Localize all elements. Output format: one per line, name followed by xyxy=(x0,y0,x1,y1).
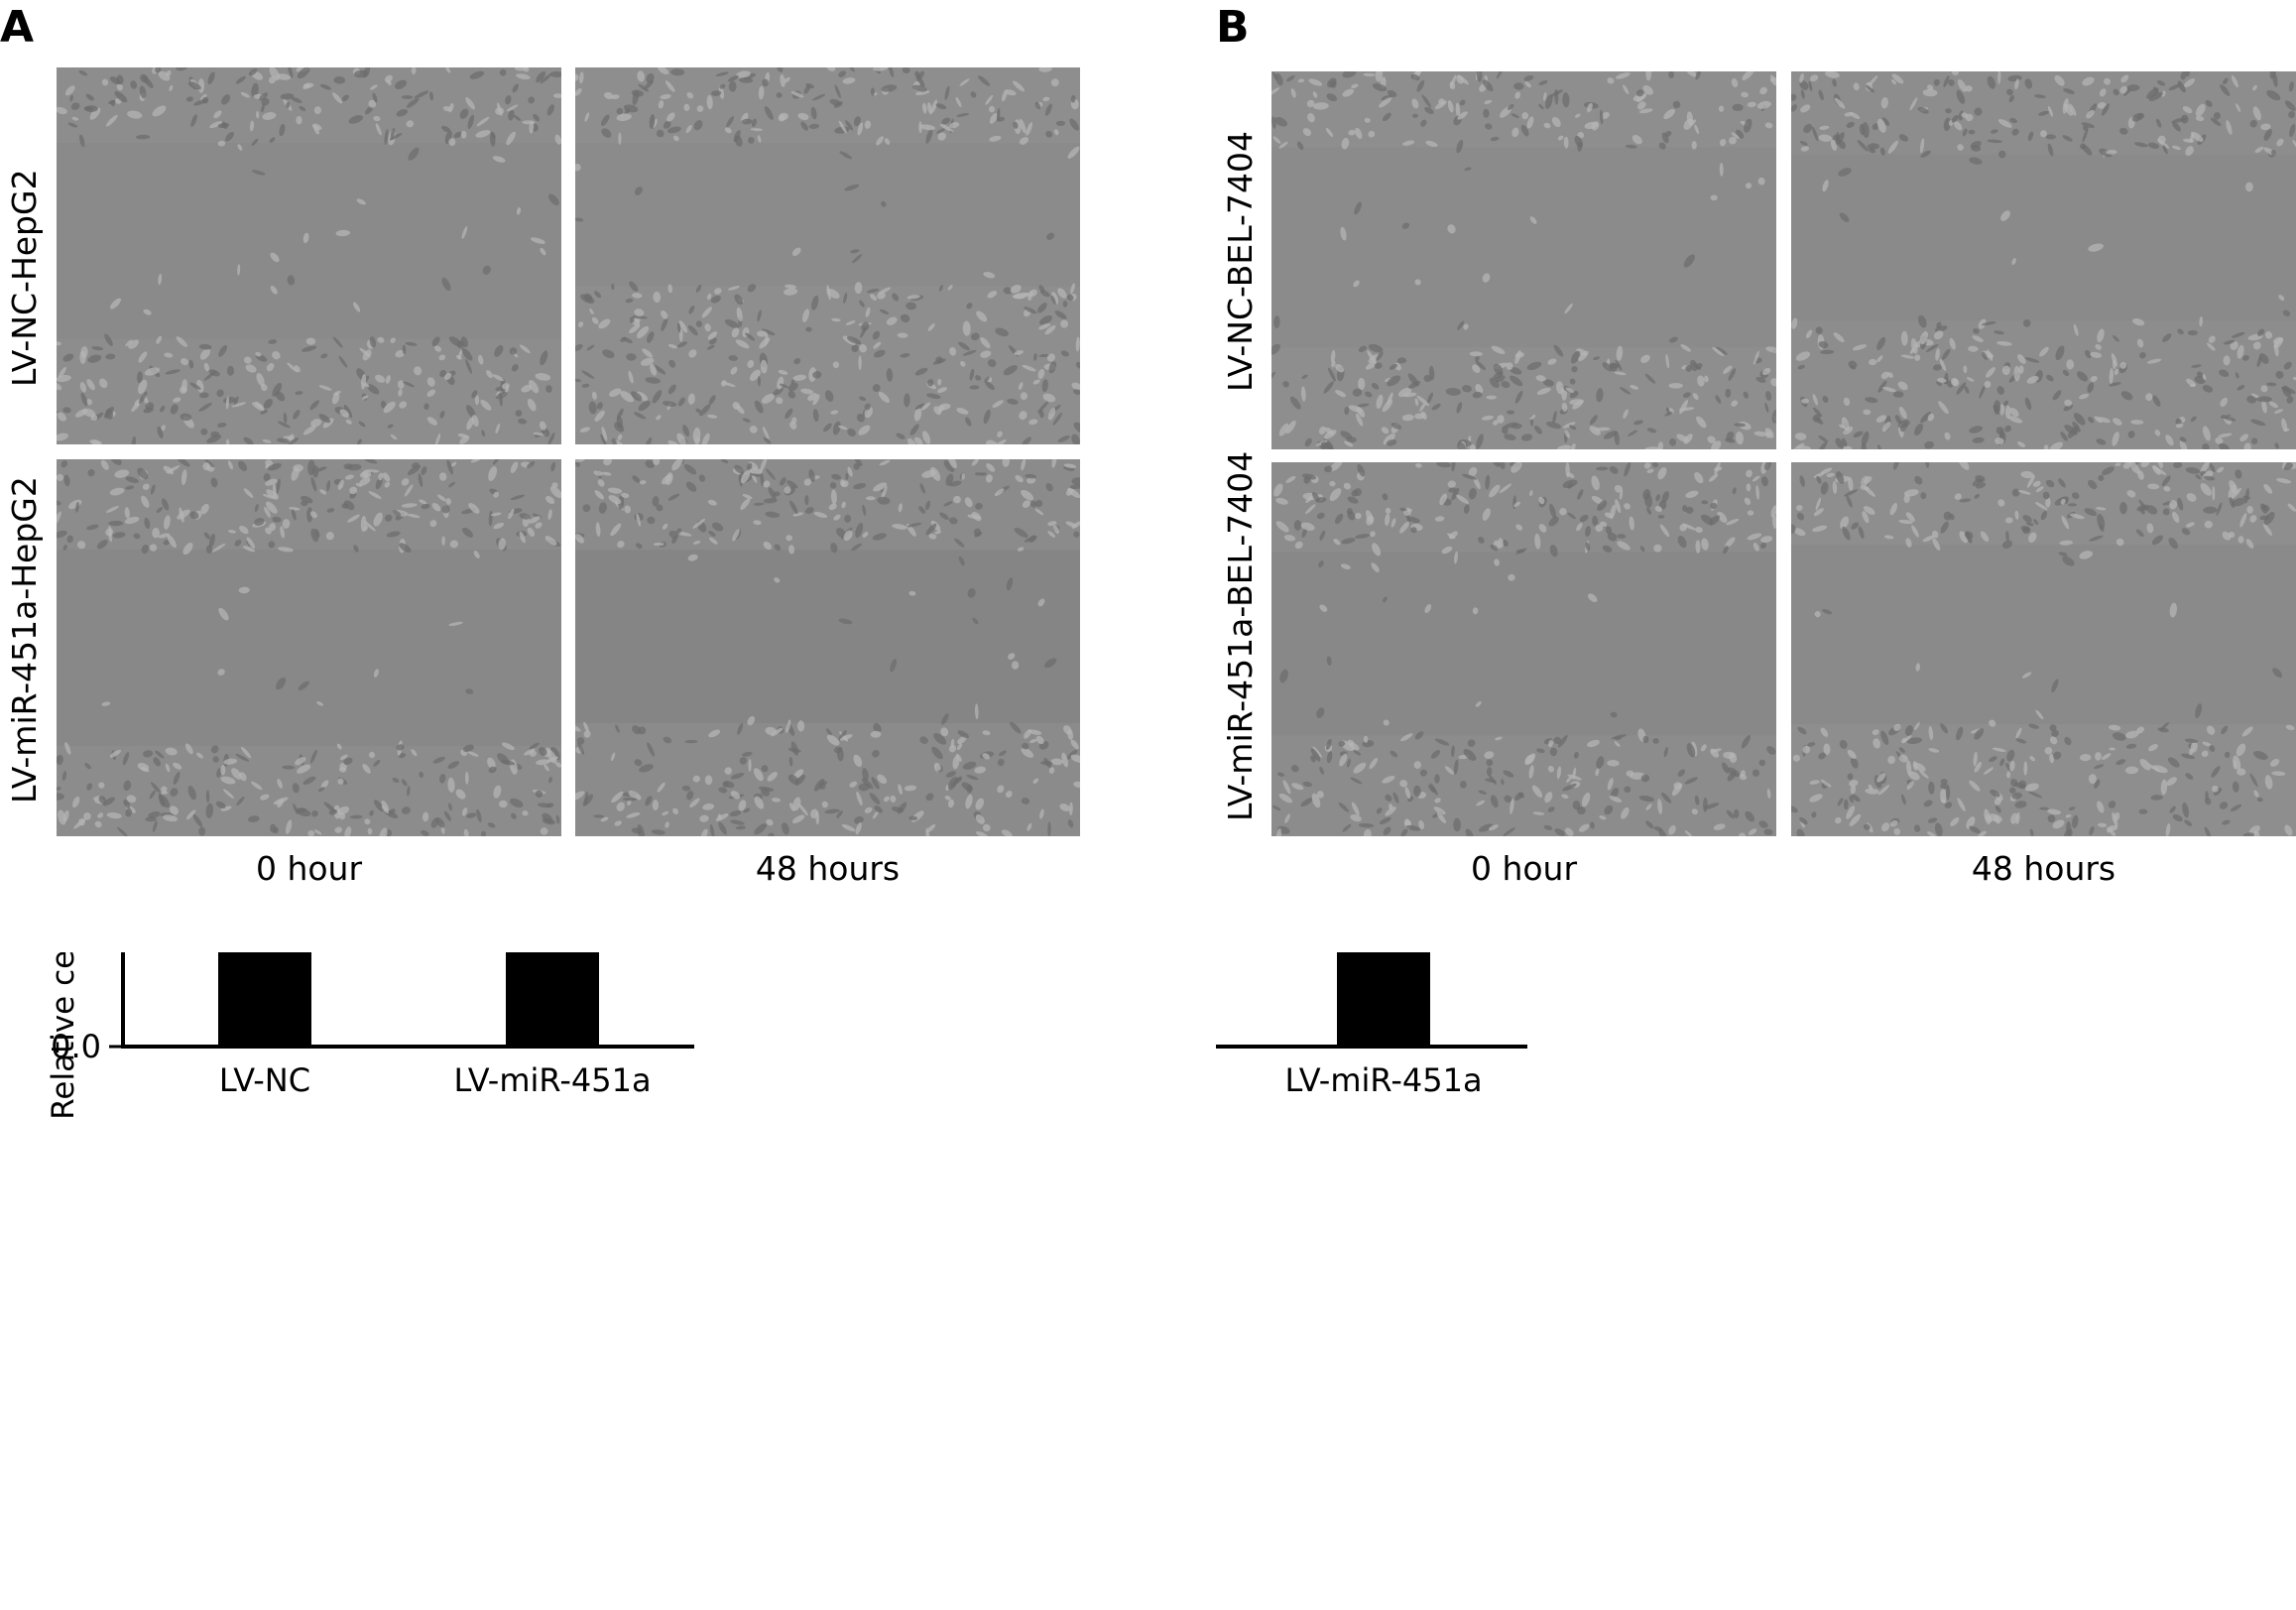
panel-a-letter: A xyxy=(0,2,35,53)
micrograph-b-mir-48h xyxy=(1791,462,2296,836)
micrograph-b-nc-48h xyxy=(1791,71,2296,449)
col-label-b-48h: 48 hours xyxy=(1971,849,2116,888)
row-label-a-nc: LV-NC-HepG2 xyxy=(5,169,44,387)
bar-lv-nc xyxy=(218,952,311,1047)
col-label-a-0h: 0 hour xyxy=(255,849,363,888)
row-label-a-mir: LV-miR-451a-HepG2 xyxy=(5,476,44,804)
bar-lv-mir-451a xyxy=(1337,952,1430,1047)
x-category-label: LV-NC xyxy=(219,1061,310,1099)
micrograph-a-mir-0h xyxy=(57,459,561,836)
row-label-b-mir: LV-miR-451a-BEL-7404 xyxy=(1221,450,1260,821)
bar-lv-mir-451a xyxy=(506,952,599,1047)
x-category-label: LV-miR-451a xyxy=(453,1061,651,1099)
micrograph-a-nc-0h xyxy=(57,67,561,444)
panel-b-letter: B xyxy=(1216,2,1250,53)
bar-chart-b: 0.00.51.01.5Relative cell migration (BEL… xyxy=(1216,952,1527,1099)
col-label-b-0h: 0 hour xyxy=(1470,849,1578,888)
y-axis-label: Relative cell migration (HepG2) xyxy=(46,952,81,1120)
micrograph-b-mir-0h xyxy=(1271,462,1776,836)
micrograph-b-nc-0h xyxy=(1271,71,1776,449)
col-label-a-48h: 48 hours xyxy=(755,849,901,888)
bar-chart-a: 0.00.51.01.5Relative cell migration (Hep… xyxy=(46,952,694,1120)
micrograph-a-nc-48h xyxy=(575,67,1080,444)
row-label-b-nc: LV-NC-BEL-7404 xyxy=(1221,131,1260,392)
micrograph-a-mir-48h xyxy=(575,459,1080,836)
x-category-label: LV-miR-451a xyxy=(1284,1061,1482,1099)
y-tick-label: 0.0 xyxy=(51,1028,101,1065)
